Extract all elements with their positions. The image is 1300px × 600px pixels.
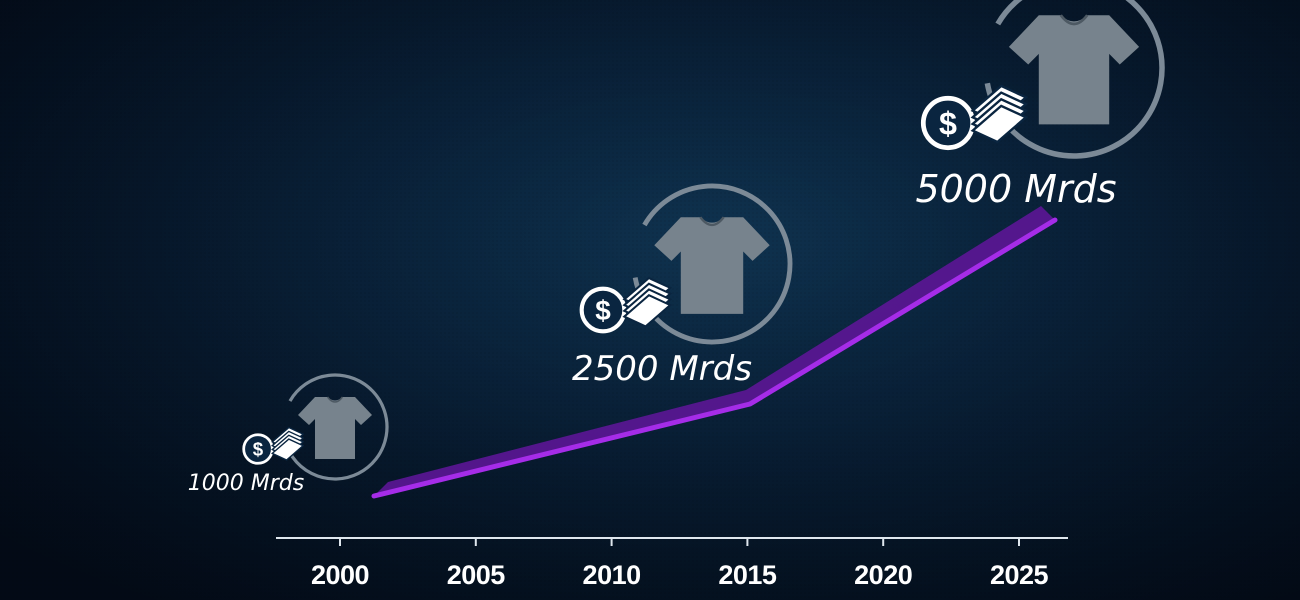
annotation-group: $2500 Mrds: [572, 183, 793, 389]
series-layer: [371, 206, 1058, 499]
tshirt-icon: [654, 216, 770, 314]
value-label: 1000 Mrds: [188, 471, 304, 496]
annotation-group: $5000 Mrds: [915, 0, 1165, 211]
tshirt-icon: [1008, 14, 1140, 125]
x-tick-label: 2010: [583, 560, 641, 590]
svg-text:$: $: [595, 295, 611, 326]
svg-text:$: $: [939, 105, 957, 141]
money-icon: $: [579, 276, 673, 334]
value-label: 2500 Mrds: [572, 349, 752, 389]
money-icon: $: [920, 84, 1029, 151]
x-tick-label: 2020: [854, 560, 912, 590]
x-tick-label: 2025: [990, 560, 1049, 590]
annotation-group: $1000 Mrds: [188, 373, 389, 496]
x-tick-label: 2005: [447, 560, 506, 590]
svg-text:$: $: [253, 439, 264, 460]
annotations-layer: $1000 Mrds$2500 Mrds$5000 Mrds: [188, 0, 1165, 496]
tshirt-icon: [298, 396, 372, 459]
x-tick-label: 2000: [311, 560, 369, 590]
ring-arc-icon: [632, 183, 793, 345]
ring-arc-icon: [282, 373, 389, 481]
value-label: 5000 Mrds: [915, 167, 1116, 211]
x-axis: 2000 2005 2010 2015 2020 2025: [276, 537, 1068, 590]
ring-arc-icon: [984, 0, 1165, 159]
money-icon: $: [242, 426, 305, 465]
x-tick-label: 2015: [718, 560, 777, 590]
